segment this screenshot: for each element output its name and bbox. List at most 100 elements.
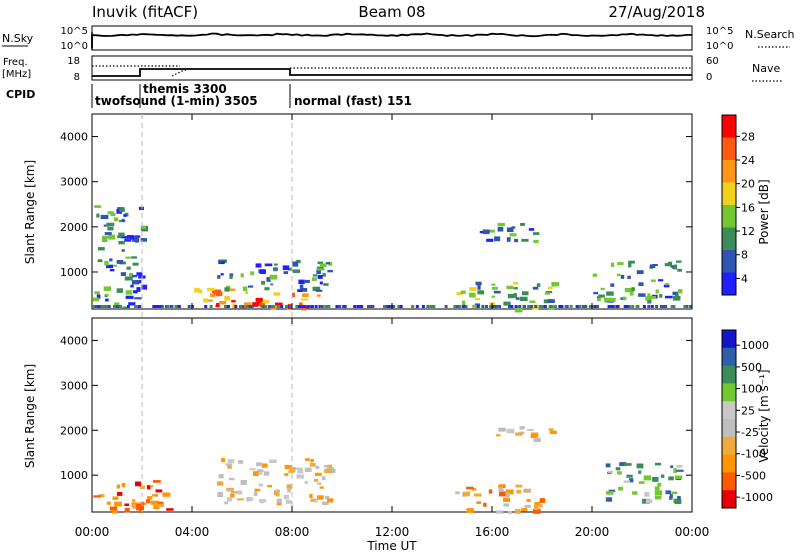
- colorbar-segment: [722, 330, 736, 349]
- echo-cell: [631, 491, 638, 495]
- echo-cell: [135, 240, 139, 243]
- echo-cell: [284, 465, 292, 470]
- echo-cell: [122, 306, 129, 310]
- echo-cell: [575, 305, 579, 308]
- echo-cell: [245, 291, 249, 295]
- echo-cell: [675, 260, 682, 263]
- echo-cell: [453, 305, 457, 308]
- echo-cell: [635, 305, 639, 308]
- echo-cell: [227, 459, 235, 464]
- echo-cell: [264, 287, 270, 291]
- echo-cell: [125, 256, 131, 259]
- freq-tick-high: 18: [67, 56, 80, 67]
- echo-cell: [323, 465, 329, 468]
- echo-cell: [615, 467, 621, 471]
- echo-cell: [319, 486, 324, 489]
- echo-cell: [217, 481, 224, 486]
- range-tick-label: 2000: [60, 424, 88, 437]
- echo-cell: [642, 305, 646, 308]
- echo-cell: [444, 305, 448, 308]
- echo-cell: [685, 305, 689, 308]
- time-axis-label: Time UT: [366, 539, 417, 553]
- echo-cell: [283, 271, 289, 275]
- echo-cell: [548, 428, 554, 431]
- echo-cell: [649, 264, 656, 269]
- echo-cell: [269, 459, 277, 463]
- echo-cell: [483, 502, 487, 507]
- echo-cell: [155, 305, 159, 308]
- colorbar-tick-label: -500: [741, 469, 766, 482]
- echo-cell: [209, 293, 216, 297]
- echo-cell: [617, 262, 624, 266]
- echo-cell: [149, 485, 154, 488]
- echo-cell: [177, 305, 181, 308]
- echo-cell: [126, 305, 130, 308]
- echo-cell: [156, 502, 165, 508]
- echo-cell: [207, 299, 213, 302]
- echo-cell: [220, 261, 226, 264]
- echo-cell: [506, 285, 514, 290]
- echo-cell: [314, 472, 322, 476]
- echo-cell: [638, 282, 644, 287]
- echo-cell: [548, 286, 553, 290]
- echo-cell: [466, 486, 474, 490]
- echo-cell: [270, 283, 274, 286]
- echo-cell: [96, 294, 101, 299]
- echo-cell: [509, 233, 517, 237]
- echo-cell: [315, 289, 323, 292]
- echo-cell: [254, 488, 261, 492]
- echo-cell: [271, 305, 275, 308]
- echo-cell: [521, 291, 529, 296]
- colorbar-frame: [721, 329, 737, 509]
- echo-cell: [206, 287, 215, 291]
- echo-cell: [127, 237, 131, 241]
- echo-cell: [106, 264, 114, 269]
- echo-cell: [166, 305, 170, 308]
- echo-cell: [157, 501, 164, 504]
- echo-cell: [644, 491, 650, 497]
- echo-cell: [226, 487, 234, 492]
- echo-cell: [203, 298, 209, 303]
- echo-cell: [309, 463, 316, 467]
- echo-cell: [158, 305, 162, 308]
- echo-cell: [464, 305, 468, 308]
- echo-cell: [665, 295, 673, 299]
- echo-cell: [663, 284, 670, 288]
- range-tick-label: 2000: [60, 221, 88, 234]
- colorbar-tick-label: 12: [741, 225, 755, 238]
- echo-cell: [675, 475, 683, 480]
- echo-cell: [121, 483, 126, 488]
- echo-cell: [288, 267, 293, 271]
- echo-cell: [597, 297, 601, 302]
- echo-cell: [304, 481, 308, 484]
- nsky-trace: [91, 32, 692, 48]
- echo-cell: [466, 508, 474, 513]
- echo-cell: [136, 505, 145, 511]
- echo-cell: [102, 235, 109, 239]
- echo-cell: [629, 478, 634, 483]
- echo-cell: [107, 305, 111, 308]
- echo-cell: [226, 497, 233, 502]
- colorbar-tick-label: -1000: [741, 491, 773, 504]
- echo-cell: [114, 501, 122, 507]
- echo-cell: [367, 305, 370, 308]
- echo-cell: [295, 467, 303, 470]
- echo-cell: [217, 275, 221, 279]
- echo-cell: [137, 305, 141, 308]
- power-ylabel: Slant Range [km]: [23, 160, 37, 264]
- echo-cell: [353, 305, 357, 308]
- echo-cell: [415, 305, 419, 308]
- echo-cell: [309, 493, 313, 499]
- echo-cell: [631, 305, 635, 308]
- echo-cell: [229, 477, 235, 481]
- echo-cell: [462, 491, 470, 497]
- echo-cell: [533, 232, 540, 235]
- time-tick-label: 08:00: [275, 525, 310, 539]
- echo-cell: [660, 474, 665, 478]
- echo-cell: [125, 290, 133, 295]
- echo-cell: [284, 473, 289, 476]
- echo-cell: [429, 305, 433, 308]
- echo-cell: [608, 489, 616, 492]
- echo-cell: [647, 293, 651, 298]
- echo-cell: [673, 295, 681, 301]
